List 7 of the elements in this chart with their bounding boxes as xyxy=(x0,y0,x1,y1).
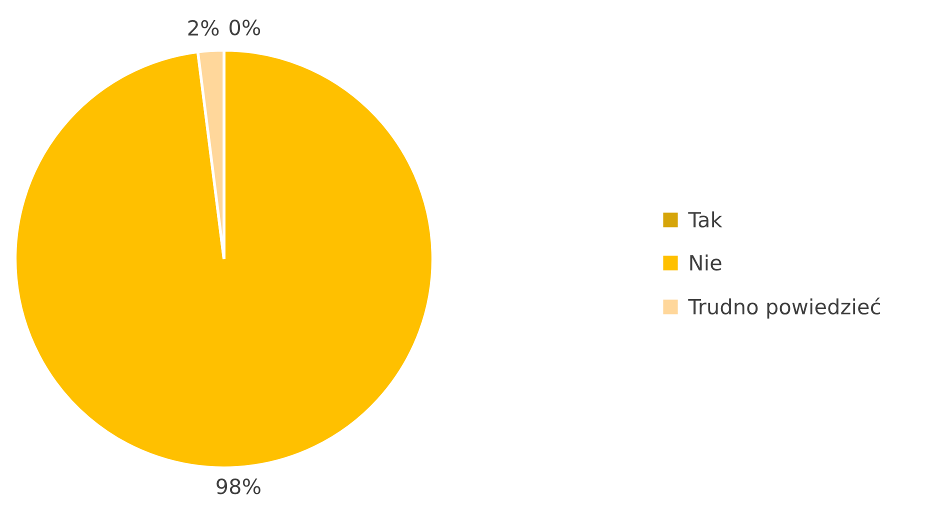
legend-label: Trudno powiedzieć xyxy=(688,298,880,319)
pie-slice xyxy=(14,48,434,470)
legend-label: Nie xyxy=(690,254,722,271)
text: 0% xyxy=(230,20,260,36)
data-label: 98% xyxy=(216,478,260,494)
legend-label: Tak xyxy=(688,211,722,228)
data-label: 2% xyxy=(188,20,219,36)
